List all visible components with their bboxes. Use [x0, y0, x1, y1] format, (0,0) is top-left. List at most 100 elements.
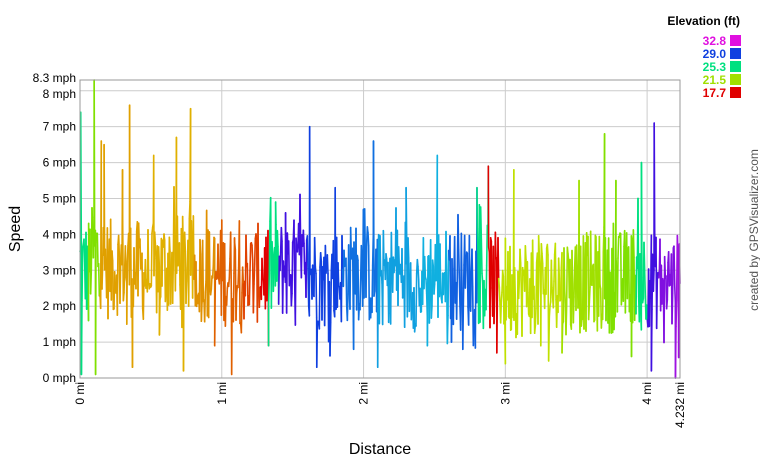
- trace-segment: [287, 240, 291, 287]
- plot-frame: [79, 79, 681, 379]
- trace-segment: [617, 235, 620, 259]
- trace-segment: [124, 245, 127, 279]
- trace-segment: [209, 288, 213, 296]
- trace-segment: [446, 314, 449, 345]
- trace-segment: [551, 286, 554, 299]
- trace-segment: [319, 251, 323, 263]
- trace-segment: [426, 255, 429, 347]
- trace-segment: [563, 289, 567, 304]
- trace-segment: [650, 308, 653, 372]
- trace-segment: [527, 291, 530, 315]
- trace-segment: [674, 325, 677, 379]
- trace-segment: [326, 254, 329, 275]
- trace-segment: [416, 258, 419, 268]
- trace-segment: [154, 242, 157, 260]
- trace-segment: [201, 239, 205, 303]
- trace-segment: [561, 322, 564, 354]
- trace-segment: [390, 231, 393, 276]
- trace-segment: [290, 292, 293, 307]
- trace-segment: [141, 252, 144, 310]
- legend-label-4: 17.7: [703, 86, 727, 100]
- trace-segment: [204, 280, 207, 293]
- trace-segment: [210, 275, 213, 290]
- trace-segment: [268, 220, 271, 275]
- trace-segment: [318, 266, 321, 330]
- trace-segment: [533, 324, 537, 335]
- trace-segment: [313, 236, 317, 268]
- trace-segment: [111, 260, 115, 311]
- trace-segment: [252, 283, 255, 314]
- trace-segment: [299, 193, 302, 248]
- trace-segment: [337, 262, 340, 288]
- trace-segment: [103, 143, 106, 271]
- trace-segment: [577, 294, 580, 309]
- trace-segment: [445, 230, 448, 274]
- trace-segment: [538, 255, 541, 271]
- trace-segment: [288, 277, 291, 287]
- trace-segment: [569, 258, 572, 326]
- trace-segment: [104, 248, 107, 269]
- trace-segment: [183, 231, 187, 253]
- trace-segment: [81, 246, 84, 302]
- trace-segment: [583, 262, 586, 330]
- x-tick-label-4: 4 mi: [640, 382, 654, 405]
- trace-segment: [572, 296, 575, 324]
- trace-segment: [271, 240, 274, 256]
- trace-segment: [126, 244, 129, 263]
- trace-segment: [481, 272, 484, 284]
- trace-segment: [248, 269, 251, 306]
- trace-segment: [554, 242, 557, 301]
- trace-segment: [101, 262, 104, 290]
- trace-segment: [325, 261, 328, 274]
- trace-segment: [371, 264, 374, 314]
- trace-segment: [355, 254, 359, 311]
- trace-segment: [640, 161, 643, 279]
- trace-segment: [168, 236, 171, 253]
- trace-segment: [476, 227, 479, 254]
- trace-segment: [169, 270, 173, 305]
- trace-segment: [314, 265, 317, 275]
- trace-segment: [573, 266, 576, 298]
- trace-segment: [203, 291, 207, 323]
- trace-segment: [227, 277, 231, 288]
- credit-text: created by GPSVisualizer.com: [747, 149, 760, 311]
- trace-segment: [479, 206, 483, 240]
- legend: 32.829.025.321.517.7: [703, 34, 741, 100]
- trace-segment: [565, 246, 569, 305]
- trace-segment: [452, 268, 455, 326]
- trace-segment: [643, 270, 647, 298]
- trace-segment: [593, 234, 597, 321]
- trace-segment: [294, 237, 297, 326]
- trace-segment: [218, 270, 221, 285]
- trace-segment: [382, 229, 385, 266]
- trace-segment: [415, 272, 418, 327]
- trace-segment: [496, 299, 499, 354]
- trace-segment: [365, 243, 368, 298]
- trace-segment: [507, 250, 510, 318]
- trace-segment: [238, 220, 241, 325]
- legend-label-0: 32.8: [703, 34, 727, 48]
- trace-segment: [363, 208, 367, 258]
- y-tick-label-9: 8.3 mph: [33, 71, 76, 85]
- trace-segment: [595, 236, 598, 289]
- trace-segment: [558, 277, 561, 302]
- trace-segment: [521, 266, 524, 337]
- trace-segment: [550, 259, 553, 289]
- trace-segment: [609, 271, 612, 300]
- trace-segment: [153, 231, 157, 244]
- trace-segment: [97, 262, 101, 297]
- legend-label-2: 25.3: [703, 60, 727, 74]
- y-tick-label-1: 1 mph: [43, 335, 76, 349]
- trace-segment: [237, 266, 240, 289]
- trace-segment: [511, 274, 514, 300]
- trace-segment: [229, 231, 233, 295]
- trace-segment: [359, 279, 362, 311]
- trace-segment: [615, 257, 618, 268]
- trace-segment: [161, 239, 164, 287]
- trace-segment: [401, 289, 405, 299]
- trace-segment: [451, 257, 454, 301]
- trace-segment: [346, 293, 349, 322]
- trace-segment: [592, 263, 595, 323]
- trace-segment: [541, 252, 544, 265]
- trace-segment: [163, 239, 167, 303]
